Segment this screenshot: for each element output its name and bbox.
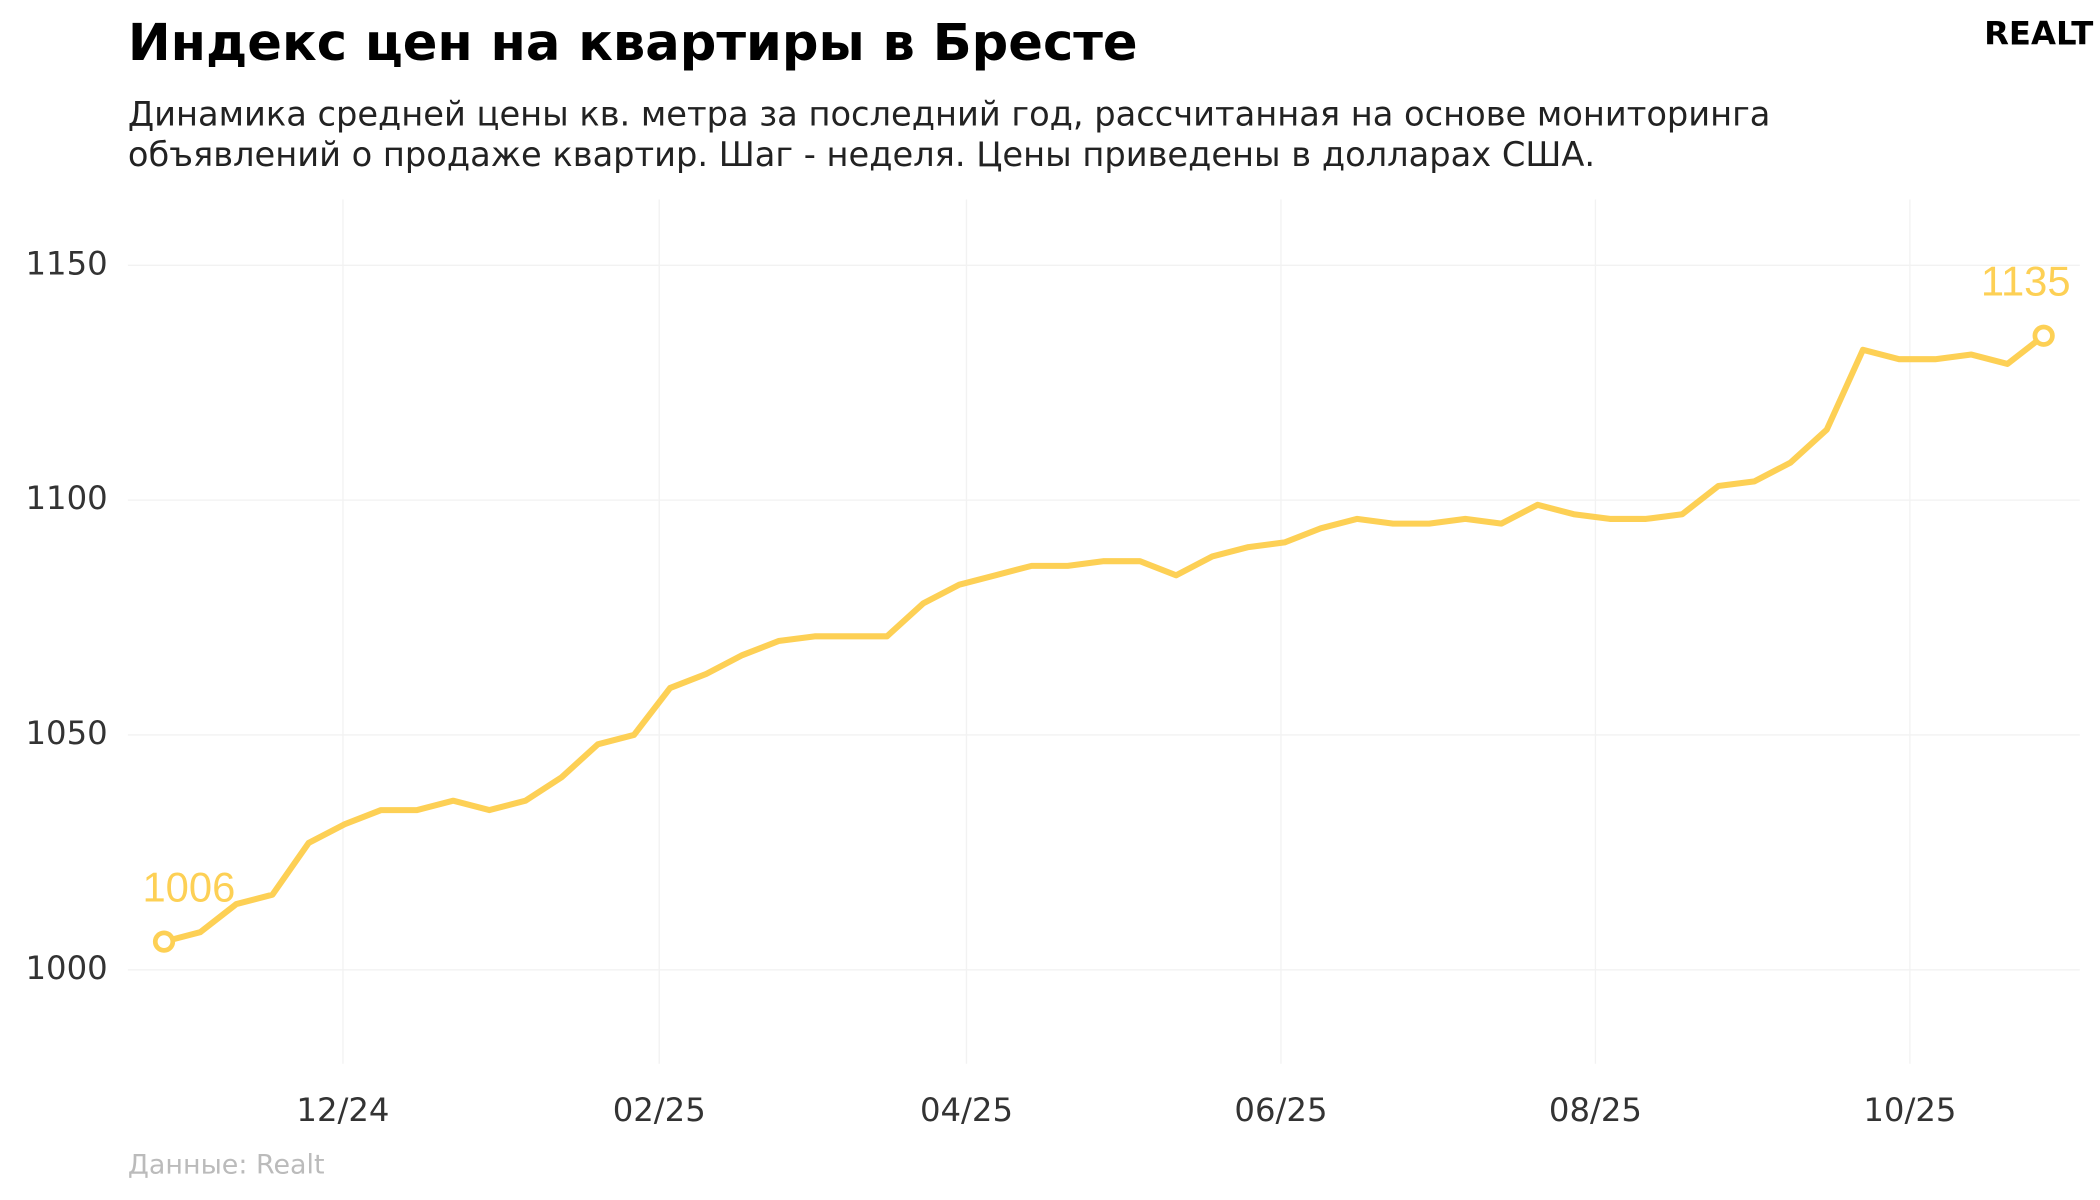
x-tick-label: 02/25 (613, 1091, 706, 1129)
x-tick-label: 08/25 (1549, 1091, 1642, 1129)
logo: REALT (1984, 14, 2093, 52)
source-note: Данные: Realt (128, 1150, 325, 1181)
y-tick-label: 1000 (25, 949, 107, 987)
y-tick-label: 1050 (25, 714, 107, 752)
data-line (163, 333, 2046, 945)
end-point (2032, 324, 2055, 347)
x-tick-label: 10/25 (1863, 1091, 1956, 1129)
end-point (152, 930, 176, 953)
chart-subtitle: объявлений о продаже квартир. Шаг - неде… (128, 135, 1595, 174)
x-tick-label: 06/25 (1234, 1091, 1327, 1129)
x-tick-label: 12/24 (296, 1091, 389, 1129)
data-label: 1006 (142, 863, 235, 910)
y-tick-label: 1100 (25, 479, 107, 517)
x-tick-label: 04/25 (920, 1091, 1013, 1129)
data-label: 1135 (1981, 258, 2071, 305)
y-tick-label: 1150 (25, 244, 107, 282)
chart-subtitle: Динамика средней цены кв. метра за после… (128, 95, 1771, 134)
chart-title: Индекс цен на квартиры в Бресте (128, 14, 1138, 73)
